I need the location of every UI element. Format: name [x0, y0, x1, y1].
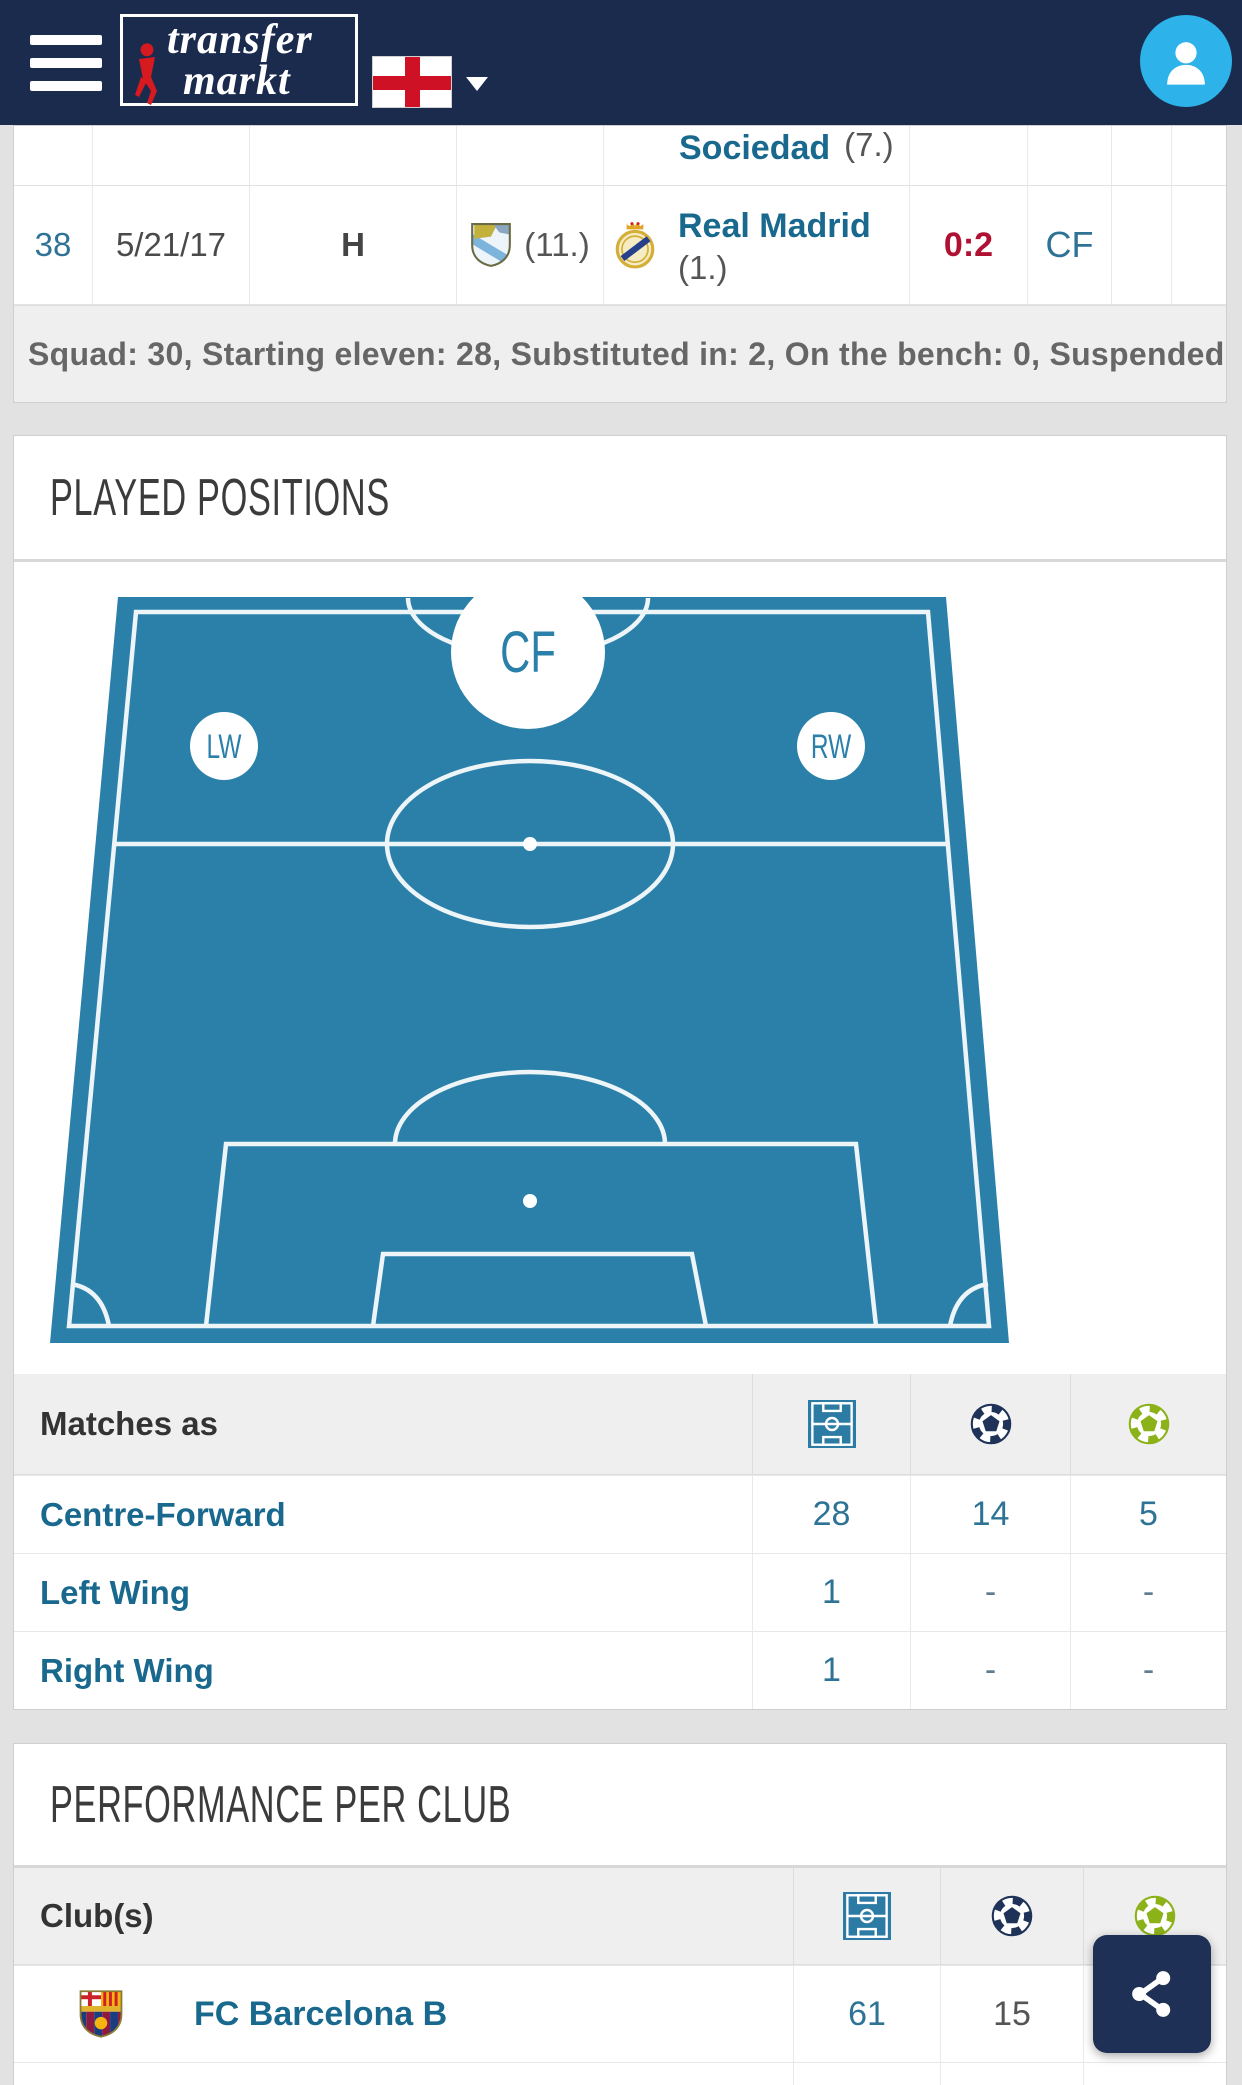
pitch-label-lw: LW [207, 728, 242, 766]
club-row: FC Barcelona B 61 15 [14, 1965, 1226, 2062]
menu-icon[interactable] [30, 35, 102, 91]
position-row: Right Wing 1 - - [14, 1631, 1226, 1709]
goals-ball-icon [970, 1403, 1011, 1445]
matches-pitch-icon [843, 1892, 891, 1940]
position-bubble-cf [451, 575, 605, 729]
club-link[interactable]: Sociedad [679, 129, 831, 167]
clubs-header: Club(s) [14, 1868, 1226, 1965]
played-positions-title: PLAYED POSITIONS [50, 468, 390, 527]
assists-column-header [1070, 1374, 1226, 1474]
goals-value: - [910, 1632, 1070, 1709]
goals-value: 7 [940, 2063, 1083, 2085]
goals-column-header [910, 1374, 1070, 1474]
club-link[interactable]: FC Barcelona B [194, 1994, 448, 2033]
table-row-partial: Sociedad (7.) [14, 126, 1226, 186]
opponent-cell: (11.) [456, 186, 603, 304]
goals-value: 14 [910, 1476, 1070, 1553]
played-positions-card: PLAYED POSITIONS [13, 435, 1227, 1710]
matches-value[interactable]: 32 [793, 2063, 940, 2085]
matches-column-header [752, 1374, 910, 1474]
matchday-link[interactable]: 38 [34, 226, 72, 263]
squad-summary: Squad: 30, Starting eleven: 28, Substitu… [14, 305, 1226, 402]
pitch-label-cf: CF [500, 619, 556, 684]
language-selector[interactable] [372, 56, 492, 110]
assists-ball-icon [1128, 1403, 1169, 1445]
opponent-rank: (11.) [524, 226, 590, 263]
goals-ball-icon [991, 1895, 1033, 1937]
club-rank: (7.) [844, 126, 894, 163]
content: Sociedad (7.) 38 5/21/17 H [13, 125, 1227, 2085]
real-madrid-crest-icon[interactable] [614, 221, 656, 269]
performance-per-club-title: PERFORMANCE PER CLUB [50, 1775, 512, 1834]
club-cell[interactable]: Sociedad (7.) [603, 126, 909, 185]
barcelona-crest-icon[interactable] [78, 1989, 124, 2039]
position-bubble-lw [190, 712, 258, 780]
matches-table-card: Sociedad (7.) 38 5/21/17 H [13, 125, 1227, 403]
transfermarkt-logo[interactable]: transfer markt [120, 14, 358, 106]
club-row: FC Barcelona 32 7 2 [14, 2062, 1226, 2085]
matches-as-header: Matches as [14, 1374, 1226, 1475]
goals-value: 15 [940, 1966, 1083, 2062]
position-row: Centre-Forward 28 14 5 [14, 1475, 1226, 1553]
logo-text-line2: markt [183, 58, 291, 104]
venue: H [249, 186, 456, 304]
performance-per-club-card: PERFORMANCE PER CLUB Club(s) [13, 1743, 1227, 2085]
clubs-label: Club(s) [40, 1897, 154, 1934]
position-played[interactable]: CF [1027, 186, 1111, 304]
club-link[interactable]: Real Madrid [678, 206, 871, 245]
pitch-graphic: CF LW RW [14, 562, 1226, 1374]
matches-column-header [793, 1868, 940, 1964]
england-flag-icon [372, 56, 452, 108]
caret-down-icon [466, 77, 488, 91]
matches-value[interactable]: 61 [793, 1966, 940, 2062]
assists-column-header [1083, 1868, 1226, 1964]
assists-value: 2 [1083, 2063, 1226, 2085]
app-header: transfer markt [0, 0, 1242, 125]
matches-value[interactable]: 1 [752, 1632, 910, 1709]
section-heading: PLAYED POSITIONS [14, 436, 1226, 562]
pitch-label-rw: RW [811, 728, 851, 766]
logo-player-figure-icon [135, 43, 157, 105]
result-link[interactable]: 0:2 [909, 186, 1027, 304]
squad-summary-text: Squad: 30, Starting eleven: 28, Substitu… [28, 335, 1226, 372]
logo-text-line1: transfer [167, 17, 313, 63]
matches-value[interactable]: 28 [752, 1476, 910, 1553]
position-row: Left Wing 1 - - [14, 1553, 1226, 1631]
club-rank: (1.) [678, 248, 728, 286]
share-icon [1132, 1971, 1171, 2017]
user-avatar-button[interactable] [1140, 15, 1232, 107]
position-bubble-rw [797, 712, 865, 780]
assists-value: 5 [1070, 1476, 1226, 1553]
club-cell: Real Madrid (1.) [603, 186, 909, 304]
share-button[interactable] [1093, 1935, 1211, 2053]
matches-pitch-icon [807, 1400, 856, 1448]
malaga-crest-icon[interactable] [470, 222, 512, 268]
person-icon [1167, 42, 1205, 85]
table-row: 38 5/21/17 H (11.) [14, 186, 1226, 305]
section-heading: PERFORMANCE PER CLUB [14, 1744, 1226, 1868]
match-date: 5/21/17 [92, 186, 249, 304]
assists-value: - [1070, 1554, 1226, 1631]
assists-value [1083, 1966, 1226, 2062]
goals-column-header [940, 1868, 1083, 1964]
position-link[interactable]: Right Wing [40, 1651, 214, 1689]
position-link[interactable]: Left Wing [40, 1573, 190, 1611]
matches-value[interactable]: 1 [752, 1554, 910, 1631]
position-link[interactable]: Centre-Forward [40, 1495, 286, 1533]
assists-value: - [1070, 1632, 1226, 1709]
matches-as-label: Matches as [40, 1405, 218, 1442]
goals-value: - [910, 1554, 1070, 1631]
pitch-svg: CF LW RW [50, 575, 1009, 1343]
assists-ball-icon [1134, 1895, 1176, 1937]
